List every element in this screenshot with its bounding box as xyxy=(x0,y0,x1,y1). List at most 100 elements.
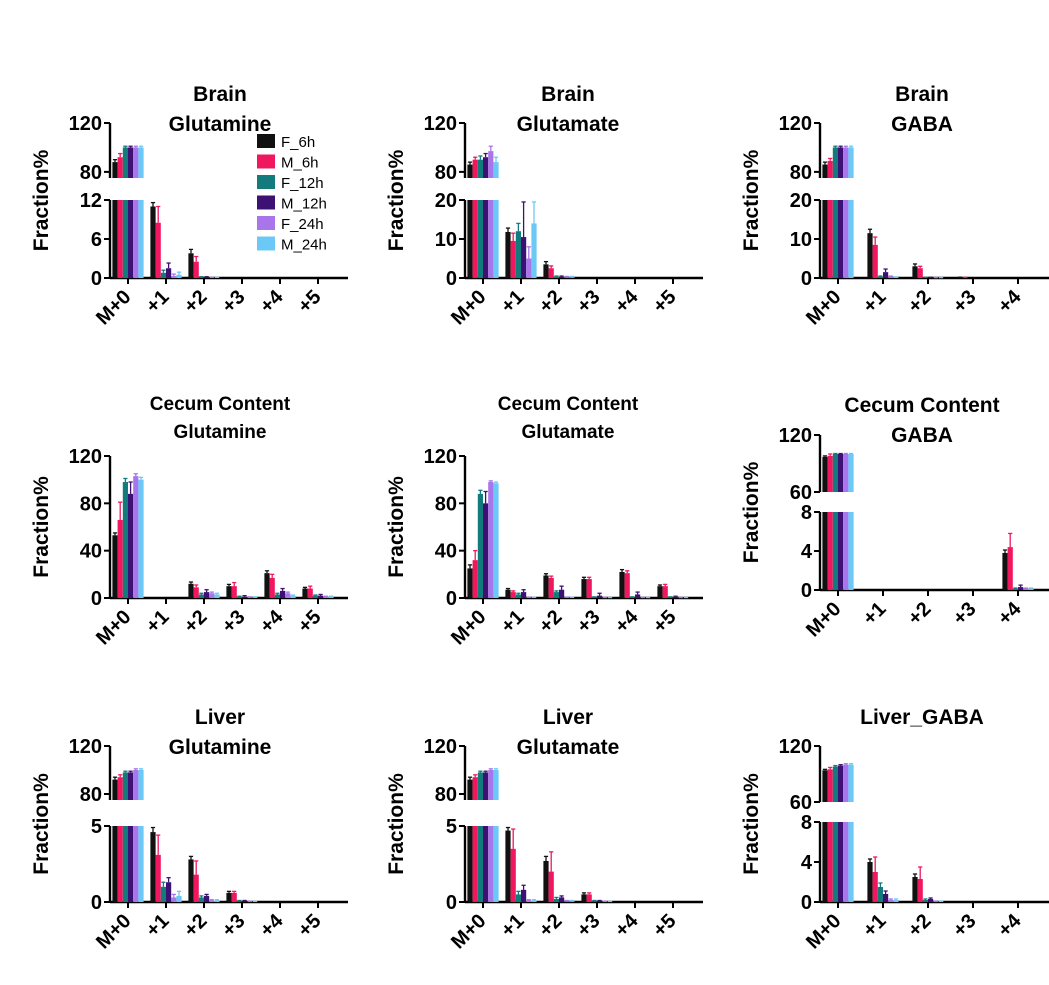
y-tick-label: 120 xyxy=(779,425,812,447)
x-tick-label: +5 xyxy=(294,286,326,318)
chart-panel: BrainGlutamateFraction%1208020100M+0+1+2… xyxy=(385,83,703,329)
chart-panel: LiverGlutamineFraction%1208050M+0+1+2+3+… xyxy=(30,706,348,953)
x-tick-label: +2 xyxy=(180,910,212,942)
x-tick-label: M+0 xyxy=(802,598,845,641)
y-tick-label: 0 xyxy=(801,268,812,290)
bar xyxy=(843,200,848,278)
x-tick-label: +1 xyxy=(859,910,891,942)
bar xyxy=(478,200,483,278)
bar xyxy=(118,157,123,178)
bar xyxy=(521,237,526,278)
y-tick-label: 40 xyxy=(80,541,102,563)
bar xyxy=(592,901,597,902)
chart-panel: LiverGlutamateFraction%1208050M+0+1+2+3+… xyxy=(385,706,703,953)
bar xyxy=(511,592,516,598)
y-tick-label: 20 xyxy=(790,190,812,212)
bar xyxy=(848,454,853,492)
bar xyxy=(511,241,516,278)
y-tick-label: 80 xyxy=(80,493,102,515)
y-axis-label: Fraction% xyxy=(30,149,53,251)
y-tick-label: 80 xyxy=(435,162,457,184)
bar xyxy=(883,272,888,278)
bar xyxy=(112,826,117,902)
bar xyxy=(893,900,898,902)
chart-title: Brain xyxy=(895,83,949,106)
bar xyxy=(838,147,843,178)
bar xyxy=(467,568,472,598)
chart-panel: Cecum ContentGABAFraction%12060840M+0+1+… xyxy=(740,394,1049,641)
bar xyxy=(828,512,833,590)
bar xyxy=(112,535,117,598)
bar xyxy=(128,772,133,800)
x-tick-label: +4 xyxy=(994,909,1026,941)
y-tick-label: 120 xyxy=(69,446,102,468)
bar xyxy=(280,591,285,598)
bar xyxy=(204,896,209,902)
bar xyxy=(123,147,128,178)
bar xyxy=(112,162,117,178)
bar xyxy=(473,777,478,800)
x-tick-label: +4 xyxy=(994,597,1026,629)
bar xyxy=(123,482,128,598)
bar xyxy=(133,200,138,278)
y-tick-label: 0 xyxy=(91,892,102,914)
x-tick-label: +1 xyxy=(859,286,891,318)
x-tick-label: +2 xyxy=(180,606,212,638)
bar xyxy=(587,579,592,598)
bar xyxy=(150,207,155,279)
bar xyxy=(838,454,843,492)
x-tick-label: M+0 xyxy=(92,286,135,329)
bar xyxy=(138,770,143,800)
bar xyxy=(209,900,214,902)
bar xyxy=(226,893,231,902)
x-tick-label: +5 xyxy=(649,910,681,942)
bar xyxy=(199,897,204,902)
bar xyxy=(467,826,472,902)
bar xyxy=(867,862,872,902)
y-tick-label: 120 xyxy=(69,113,102,135)
bar xyxy=(848,512,853,590)
bar xyxy=(488,770,493,800)
bar xyxy=(848,200,853,278)
bar xyxy=(918,268,923,278)
bar xyxy=(188,859,193,902)
bar xyxy=(128,826,133,902)
bar xyxy=(242,901,247,902)
bar xyxy=(833,454,838,492)
chart-title: GABA xyxy=(891,424,953,447)
bar xyxy=(467,165,472,178)
bar xyxy=(673,597,678,598)
bar xyxy=(188,253,193,278)
bar xyxy=(838,512,843,590)
bar xyxy=(843,512,848,590)
y-axis-label: Fraction% xyxy=(385,476,408,578)
x-tick-label: +3 xyxy=(573,286,605,318)
bar xyxy=(873,245,878,278)
chart-title: Glutamine xyxy=(174,422,267,443)
legend-swatch xyxy=(257,196,275,210)
x-tick-label: M+0 xyxy=(447,910,490,953)
bar xyxy=(214,900,219,902)
chart-title: GABA xyxy=(891,113,953,136)
bar xyxy=(138,147,143,178)
bar xyxy=(843,822,848,902)
y-tick-label: 0 xyxy=(446,588,457,610)
bar xyxy=(822,165,827,178)
bar xyxy=(838,200,843,278)
y-tick-label: 120 xyxy=(424,113,457,135)
legend-swatch xyxy=(257,134,275,148)
chart-title: Liver xyxy=(543,706,593,729)
y-tick-label: 80 xyxy=(435,493,457,515)
x-tick-label: +1 xyxy=(497,910,529,942)
bar xyxy=(569,901,574,902)
bar xyxy=(559,277,564,278)
bar xyxy=(123,826,128,902)
bar xyxy=(928,899,933,902)
legend-label: M_24h xyxy=(281,237,327,254)
bar xyxy=(505,590,510,598)
x-tick-label: +1 xyxy=(497,606,529,638)
bar xyxy=(569,277,574,278)
bar xyxy=(252,597,257,598)
bar xyxy=(559,590,564,598)
